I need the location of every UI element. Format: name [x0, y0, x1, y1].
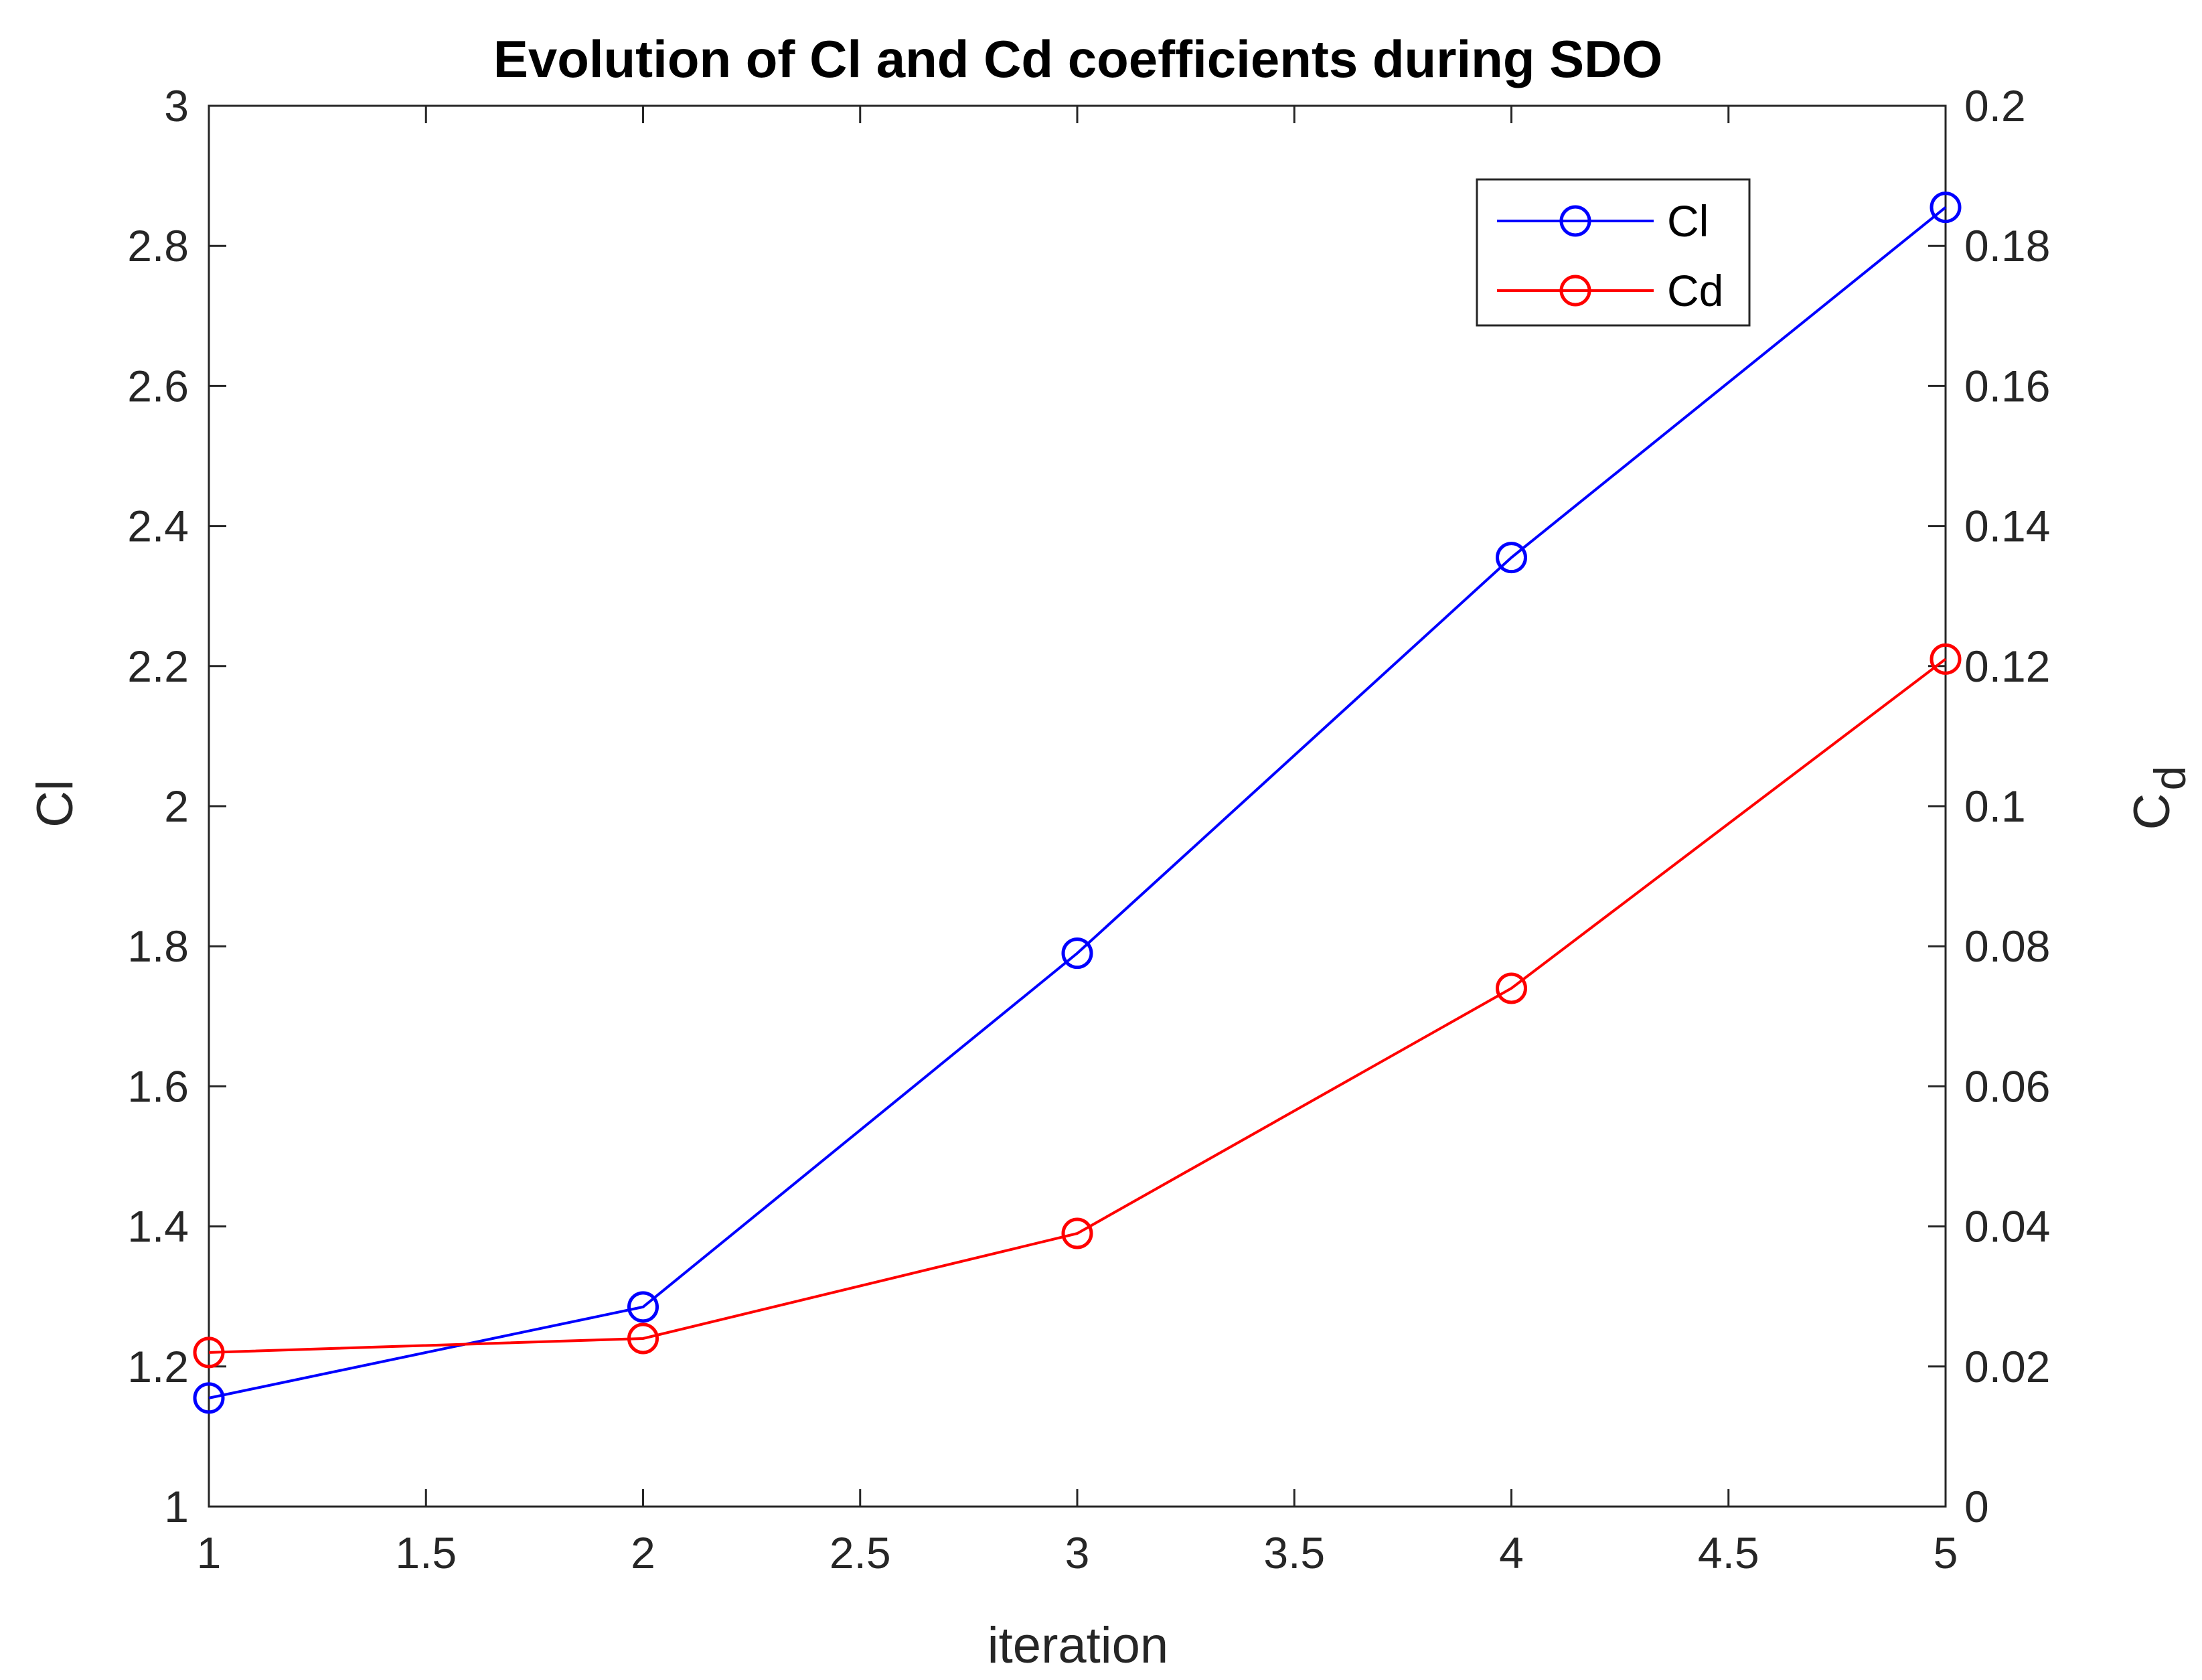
series-layer [193, 192, 1962, 1414]
y-left-tick-label: 1.2 [127, 1342, 189, 1391]
x-tick-label: 1 [197, 1528, 222, 1578]
series-cl-point [1496, 542, 1527, 574]
y-left-tick-label: 2.2 [127, 641, 189, 691]
y-axis-right-label-main: C [2124, 793, 2181, 830]
x-tick-label: 5 [1934, 1528, 1958, 1578]
y-axis-right-label-sub: d [2145, 766, 2195, 791]
legend-cl-marker [1559, 205, 1591, 237]
series-cd-point [1061, 1217, 1093, 1249]
series-cl-point [627, 1291, 659, 1323]
legend-cd-label: Cd [1667, 266, 1723, 315]
y-right-tick-label: 0.04 [1964, 1202, 2050, 1251]
series-cl-point [193, 1382, 225, 1414]
y-right-tick-label: 0.06 [1964, 1061, 2050, 1111]
chart-title: Evolution of Cl and Cd coefficients duri… [493, 29, 1662, 88]
y-left-tick-label: 2.8 [127, 221, 189, 271]
x-tick-label: 2.5 [830, 1528, 891, 1578]
x-tick-label: 4 [1499, 1528, 1524, 1578]
x-tick-label: 3.5 [1263, 1528, 1325, 1578]
y-left-tick-label: 2.6 [127, 361, 189, 410]
y-right-tick-label: 0.12 [1964, 641, 2050, 691]
y-right-tick-label: 0 [1964, 1482, 1989, 1531]
y-left-tick-label: 1.6 [127, 1061, 189, 1111]
y-right-tick-label: 0.16 [1964, 361, 2050, 410]
y-left-tick-label: 3 [164, 81, 189, 131]
series-cd-point [627, 1322, 659, 1355]
y-right-tick-label: 0.2 [1964, 81, 2026, 131]
x-axis: 1 1.5 2 2.5 3 3.5 4 4.5 5 [197, 106, 1958, 1578]
series-cl-point [1930, 192, 1962, 224]
y-left-tick-label: 1.8 [127, 921, 189, 971]
x-tick-label: 2 [631, 1528, 655, 1578]
series-cl-line [208, 206, 1947, 1399]
y-axis-right-label: C d [2124, 766, 2195, 830]
y-axis-right: 0 0.02 0.04 0.06 0.08 0.1 0.12 0.14 0.16 0.18 0.2 [1928, 81, 2050, 1531]
series-cd-point [1496, 972, 1527, 1004]
series-cd-line [208, 658, 1947, 1354]
y-left-tick-label: 1.4 [127, 1202, 189, 1251]
series-cl-point [1061, 937, 1093, 970]
x-tick-label: 3 [1065, 1528, 1090, 1578]
y-right-tick-label: 0.02 [1964, 1342, 2050, 1391]
series-cd-point [193, 1337, 225, 1369]
y-right-tick-label: 0.08 [1964, 921, 2050, 971]
x-tick-label: 1.5 [395, 1528, 457, 1578]
y-left-tick-label: 2 [164, 781, 189, 831]
y-axis-left: 1 1.2 1.4 1.6 1.8 2 2.2 2.4 2.6 2.8 3 [127, 81, 226, 1531]
y-left-tick-label: 2.4 [127, 502, 189, 551]
y-axis-left-label: Cl [27, 779, 84, 828]
x-axis-label: iteration [988, 1617, 1168, 1674]
legend-cl-label: Cl [1667, 196, 1709, 246]
y-left-tick-label: 1 [164, 1482, 189, 1531]
legend: Cl Cd [1476, 178, 1751, 327]
legend-cd-marker [1559, 275, 1591, 307]
y-right-tick-label: 0.1 [1964, 781, 2026, 831]
x-tick-label: 4.5 [1698, 1528, 1759, 1578]
y-right-tick-label: 0.18 [1964, 221, 2050, 271]
series-cd-point [1930, 643, 1962, 675]
legend-box [1476, 178, 1751, 327]
y-right-tick-label: 0.14 [1964, 502, 2050, 551]
